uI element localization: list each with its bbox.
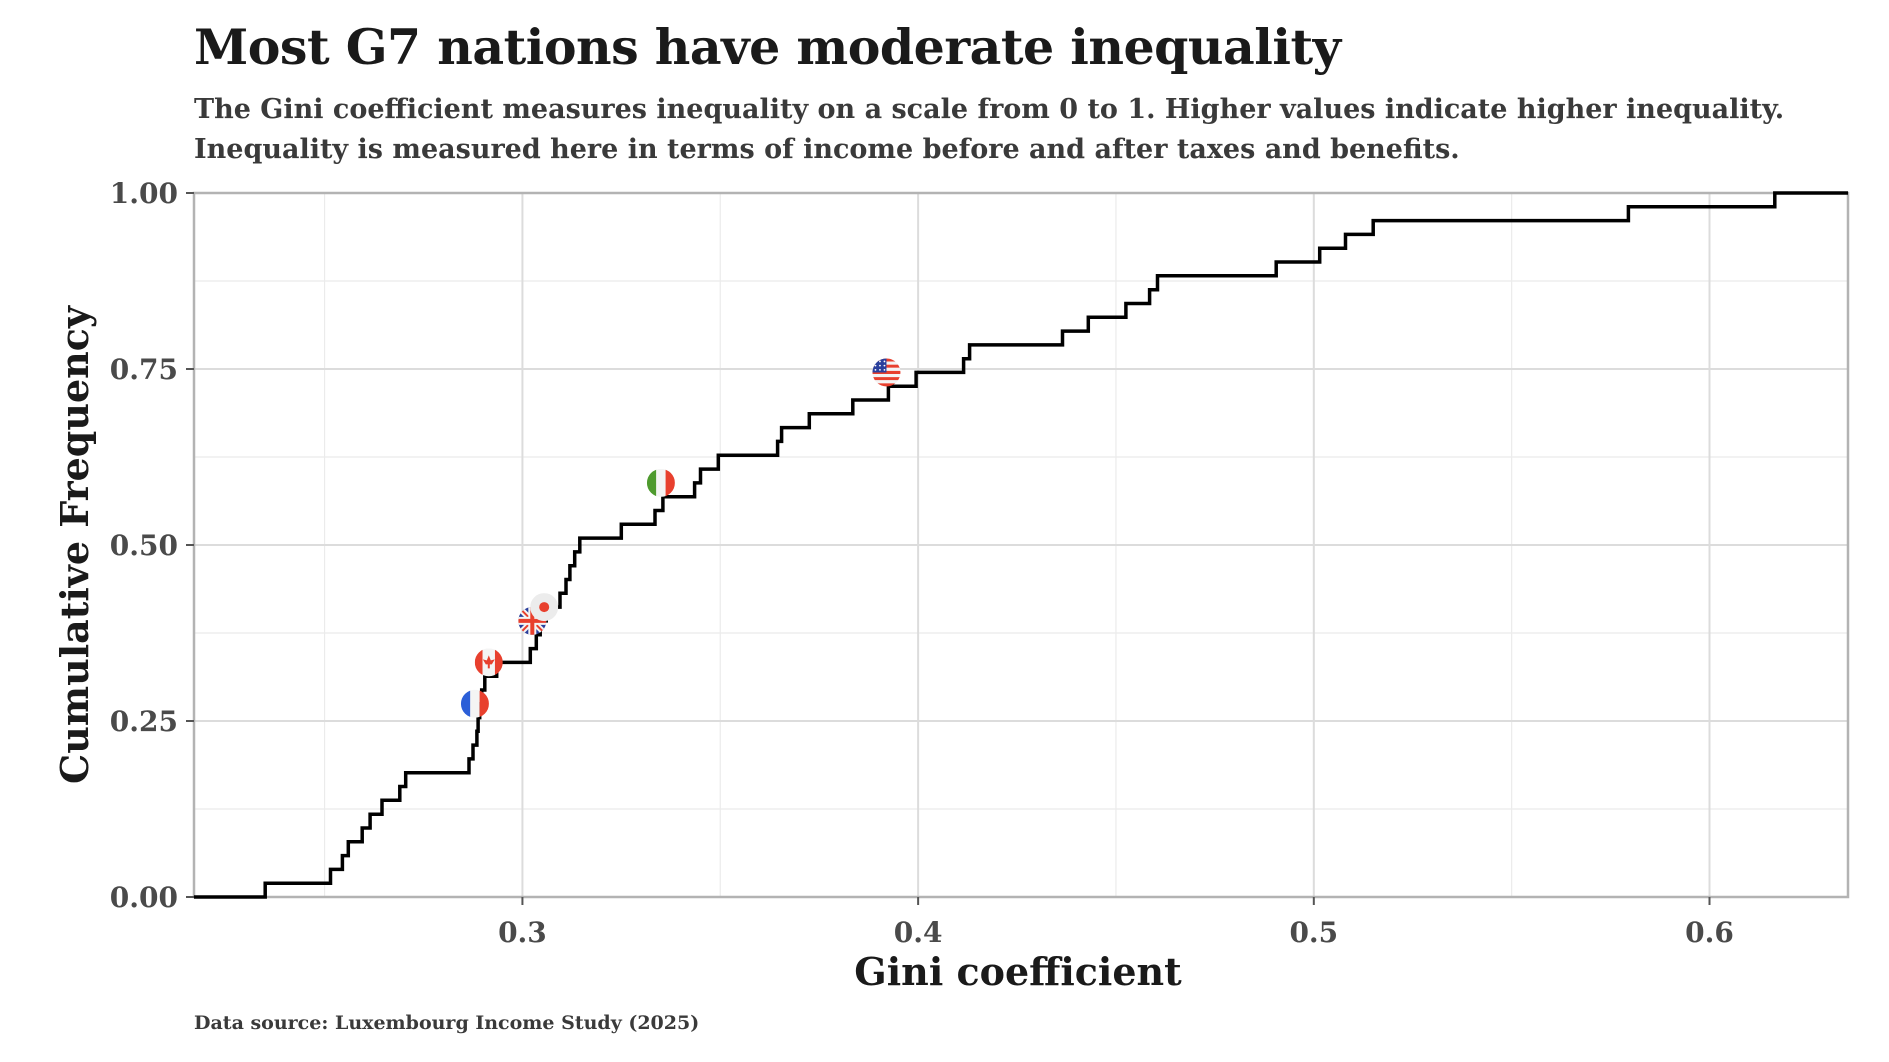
flag-italy-icon <box>646 468 675 497</box>
flag-usa-icon-part <box>874 360 877 363</box>
x-tick-label: 0.4 <box>894 916 943 949</box>
flag-france-icon-part <box>470 689 480 718</box>
x-tick-label: 0.3 <box>498 916 547 949</box>
flag-italy-icon-part <box>665 468 675 497</box>
y-tick-label: 1.00 <box>110 177 178 210</box>
x-tick-label: 0.6 <box>1685 916 1734 949</box>
y-axis-ticks: 0.00 0.25 0.50 0.75 1.00 <box>110 177 194 914</box>
chart-title: Most G7 nations have moderate inequality <box>194 18 1341 76</box>
flag-usa-icon-part <box>872 377 901 381</box>
y-tick-label: 0.50 <box>110 529 178 562</box>
flag-usa-icon-part <box>883 368 886 371</box>
flag-italy-icon-part <box>646 468 657 497</box>
grid-lines <box>194 192 1848 898</box>
x-axis-title: Gini coefficient <box>854 949 1182 994</box>
flag-usa-icon-part <box>872 374 901 378</box>
flag-usa-icon <box>872 358 901 387</box>
flag-usa-icon-part <box>879 364 881 367</box>
y-axis-title: Cumulative Frequency <box>52 305 97 784</box>
y-tick-label: 0.75 <box>110 353 178 386</box>
flag-usa-icon-part <box>883 360 886 363</box>
x-tick-label: 0.5 <box>1289 916 1338 949</box>
flag-usa-icon-part <box>872 380 901 384</box>
flag-canada-icon-part <box>494 648 503 677</box>
cumulative-frequency-line <box>194 191 1848 899</box>
flag-usa-icon-part <box>872 383 901 387</box>
chart-subtitle-line-2: Inequality is measured here in terms of … <box>194 134 1460 165</box>
flag-canada-icon <box>474 648 503 677</box>
flag-canada-icon-part <box>482 655 495 669</box>
flag-japan-icon <box>530 593 559 622</box>
flag-usa-icon-part <box>879 360 881 363</box>
flag-france-icon-part <box>460 689 471 718</box>
chart-subtitle-line-1: The Gini coefficient measures inequality… <box>194 94 1785 125</box>
flag-canada-icon-part <box>474 648 483 677</box>
flag-usa-icon-part <box>883 364 886 367</box>
flag-usa-icon-part <box>874 368 877 371</box>
flag-usa-icon-part <box>874 364 877 367</box>
flag-france-icon-part <box>479 689 489 718</box>
x-axis-ticks: 0.3 0.4 0.5 0.6 <box>498 897 1734 949</box>
y-tick-label: 0.25 <box>110 705 178 738</box>
flag-usa-icon-part <box>879 368 881 371</box>
y-tick-label: 0.00 <box>110 881 178 914</box>
country-flag-markers <box>460 358 901 718</box>
flag-italy-icon-part <box>656 468 666 497</box>
flag-japan-icon-part <box>539 602 550 613</box>
flag-france-icon <box>460 689 489 718</box>
data-source-note: Data source: Luxembourg Income Study (20… <box>194 1012 700 1034</box>
